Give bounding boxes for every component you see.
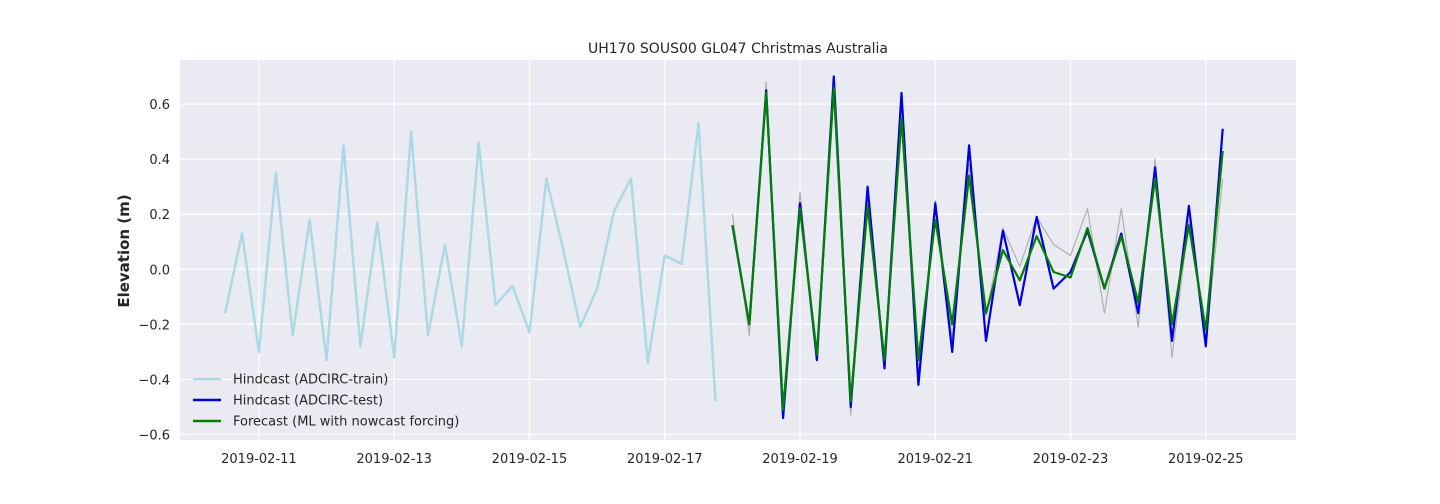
y-axis-label: Elevation (m) (115, 194, 133, 307)
series-layer (223, 75, 1224, 420)
legend-entry: Hindcast (ADCIRC-test) (233, 394, 383, 409)
x-tick-label: 2019-02-15 (492, 452, 568, 467)
x-tick-label: 2019-02-17 (627, 452, 703, 467)
y-tick-label: −0.4 (138, 373, 170, 388)
y-tick-label: 0.6 (149, 98, 170, 113)
plot-area (180, 60, 1296, 440)
y-axis: −0.6 −0.4 −0.2 0.0 0.2 0.4 0.6 (138, 98, 170, 443)
x-tick-label: 2019-02-25 (1168, 452, 1244, 467)
y-tick-label: 0.4 (149, 153, 170, 168)
x-tick-label: 2019-02-19 (762, 452, 838, 467)
series-line-forecast-ml-with-nowcast-forcing (731, 86, 1224, 411)
chart-title: UH170 SOUS00 GL047 Christmas Australia (588, 41, 888, 57)
legend: Hindcast (ADCIRC-train) Hindcast (ADCIRC-… (193, 373, 459, 430)
y-tick-label: −0.2 (138, 318, 170, 333)
series-line-hindcast-adcirc-train (223, 122, 717, 402)
legend-entry: Forecast (ML with nowcast forcing) (233, 415, 459, 430)
x-tick-label: 2019-02-11 (221, 452, 297, 467)
x-tick-label: 2019-02-21 (897, 452, 973, 467)
y-tick-label: 0.2 (149, 208, 170, 223)
x-axis: 2019-02-11 2019-02-13 2019-02-15 2019-02-17… (221, 452, 1243, 467)
legend-entry: Hindcast (ADCIRC-train) (233, 373, 388, 388)
grid (180, 60, 1296, 440)
x-tick-label: 2019-02-23 (1033, 452, 1109, 467)
y-tick-label: 0.0 (149, 263, 170, 278)
y-tick-label: −0.6 (138, 428, 170, 443)
x-tick-label: 2019-02-13 (356, 452, 432, 467)
